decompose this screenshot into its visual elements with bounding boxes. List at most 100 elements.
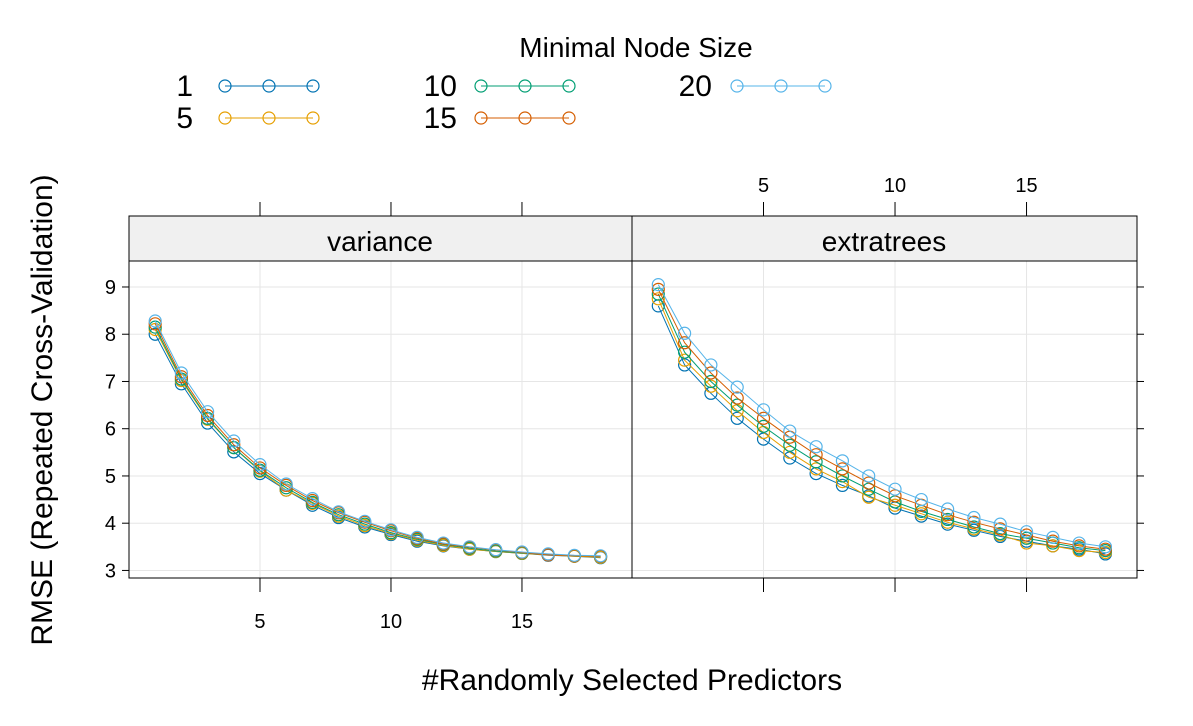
series-line-variance-1 (154, 333, 601, 559)
legend-label-10: 10 (424, 70, 457, 103)
legend-key-marker (562, 79, 576, 93)
data-point-extratrees-20 (756, 403, 771, 417)
data-point-extratrees-5 (1019, 536, 1034, 550)
data-point-extratrees-15 (809, 448, 823, 462)
data-point-extratrees-15 (1019, 528, 1034, 542)
data-point-variance-20 (567, 548, 581, 562)
data-point-variance-15 (253, 461, 267, 475)
data-point-extratrees-10 (993, 526, 1007, 541)
data-point-variance-20 (436, 536, 450, 550)
data-point-extratrees-5 (941, 515, 955, 529)
legend-label-1: 1 (176, 70, 193, 103)
data-point-extratrees-20 (730, 380, 744, 394)
data-point-variance-1 (148, 327, 162, 341)
data-point-extratrees-20 (888, 482, 902, 496)
data-point-extratrees-15 (651, 282, 665, 296)
panel-strips: variance extratrees (128, 215, 1138, 262)
data-point-variance-20 (305, 492, 319, 506)
data-point-extratrees-15 (888, 489, 902, 503)
data-point-extratrees-10 (651, 287, 665, 301)
legend-key-15 (474, 111, 576, 125)
data-point-extratrees-20 (1072, 536, 1086, 550)
series-line-variance-15 (154, 323, 601, 557)
x-axis-label: #Randomly Selected Predictors (422, 664, 842, 697)
data-point-variance-20 (541, 547, 555, 561)
data-point-extratrees-20 (914, 492, 928, 507)
data-point-extratrees-5 (809, 462, 823, 476)
data-point-variance-20 (462, 540, 477, 554)
data-point-extratrees-20 (678, 326, 692, 340)
legend-key-marker (306, 111, 320, 125)
legend-label-5: 5 (176, 102, 193, 135)
data-point-extratrees-15 (704, 366, 718, 380)
y-tick-label: 6 (105, 419, 116, 441)
data-point-variance-20 (331, 505, 346, 519)
data-point-extratrees-10 (1019, 531, 1034, 545)
x-tick-label-top: 5 (758, 175, 769, 197)
data-point-variance-20 (384, 523, 398, 537)
data-point-extratrees-10 (783, 438, 797, 452)
data-point-variance-20 (200, 405, 215, 419)
data-point-extratrees-10 (835, 469, 850, 483)
data-point-extratrees-5 (783, 445, 797, 459)
data-point-extratrees-5 (1046, 539, 1060, 553)
legend-key-marker (218, 79, 232, 93)
axes: 3 4 5 6 7 8 9 5 10 15 5 10 15 (105, 175, 1144, 633)
data-point-extratrees-20 (835, 454, 850, 468)
data-point-extratrees-5 (651, 292, 665, 306)
legend-key-marker (818, 79, 832, 93)
data-point-extratrees-15 (678, 336, 692, 350)
legend-label-15: 15 (424, 102, 457, 135)
data-point-variance-20 (174, 366, 188, 380)
data-point-extratrees-15 (993, 522, 1007, 536)
data-point-extratrees-20 (993, 517, 1007, 531)
data-point-extratrees-15 (1046, 534, 1060, 548)
strip-variance-bg (128, 215, 633, 262)
data-point-extratrees-10 (704, 374, 718, 389)
data-point-extratrees-20 (1046, 530, 1060, 544)
y-tick-label: 9 (105, 277, 116, 299)
y-tick-label: 7 (105, 371, 116, 393)
data-point-extratrees-20 (783, 424, 797, 438)
legend-key-marker (474, 111, 488, 125)
legend-key-marker (474, 79, 488, 93)
strip-label-extratrees: extratrees (822, 226, 947, 257)
legend-key-marker (562, 111, 576, 125)
series-line-variance-10 (154, 326, 601, 557)
data-point-extratrees-1 (678, 358, 692, 372)
data-point-variance-20 (410, 530, 424, 544)
data-point-extratrees-5 (1072, 543, 1086, 558)
data-point-variance-1 (174, 377, 188, 391)
data-point-variance-20 (515, 545, 529, 559)
x-tick-label-bottom: 15 (511, 611, 533, 633)
data-point-variance-20 (148, 314, 162, 328)
series-line-extratrees-1 (657, 305, 1106, 555)
legend-key-marker (262, 79, 276, 93)
data-point-extratrees-10 (756, 419, 771, 433)
y-tick-label: 8 (105, 324, 116, 346)
data-point-variance-15 (200, 408, 215, 423)
legend-title: Minimal Node Size (519, 32, 752, 63)
legend-key-marker (730, 79, 744, 93)
legend-key-marker (262, 111, 276, 125)
data-point-extratrees-15 (967, 515, 981, 529)
data-point-extratrees-20 (651, 278, 665, 292)
y-tick-label: 5 (105, 466, 116, 488)
y-tick-label: 4 (105, 513, 116, 535)
legend-key-20 (730, 79, 832, 93)
legend-key-10 (474, 79, 576, 93)
panel-frame (631, 260, 1138, 579)
data-point-extratrees-1 (651, 299, 665, 313)
data-point-variance-20 (227, 434, 241, 448)
data-point-variance-1 (200, 416, 215, 430)
legend-key-marker (774, 79, 788, 93)
strip-label-variance: variance (327, 226, 433, 257)
x-tick-label-top: 15 (1015, 175, 1037, 197)
series-line-extratrees-5 (657, 298, 1106, 553)
legend-key-marker (306, 79, 320, 93)
data-point-variance-20 (253, 458, 267, 472)
legend-key-marker (518, 79, 532, 93)
data-point-variance-20 (279, 477, 293, 491)
